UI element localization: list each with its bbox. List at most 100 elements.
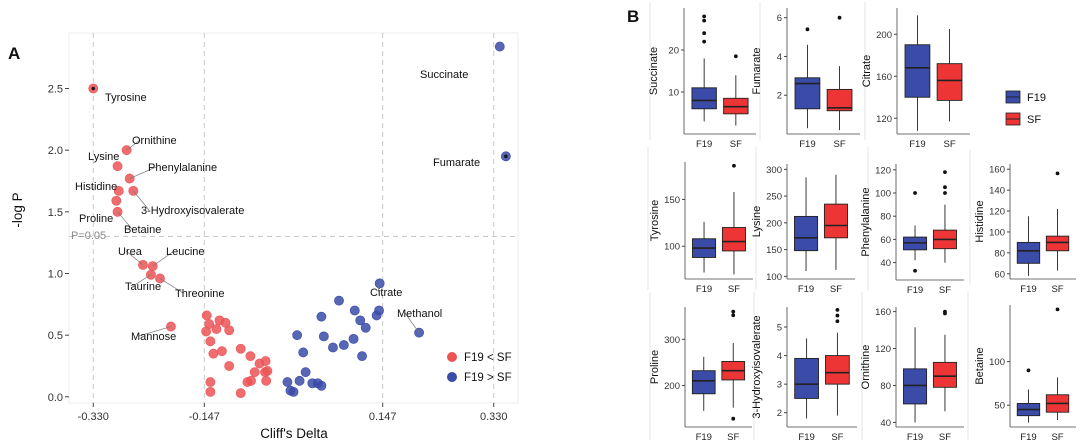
box-sf — [825, 355, 850, 385]
x-tick-label: SF — [833, 139, 845, 150]
label-leader — [126, 139, 141, 151]
y-axis-label: Succinate — [648, 47, 660, 95]
outlier-point — [805, 27, 810, 32]
y-tick-label: 40 — [880, 258, 891, 269]
box-f19 — [794, 215, 819, 252]
box-sf — [936, 63, 963, 101]
x-tick-label: SF — [730, 139, 742, 150]
x-tick-label: SF — [830, 284, 842, 295]
y-axis-label: Citrate — [861, 55, 873, 87]
data-point — [245, 351, 256, 362]
data-point — [205, 386, 216, 397]
y-tick-label: 40 — [880, 418, 891, 429]
boxplot-lysine: 100 150 200 250 300 Lysine F19 SF — [751, 164, 855, 295]
data-point — [294, 375, 305, 386]
point-label: Ornithine — [132, 135, 177, 147]
y-tick-label: 140 — [989, 186, 1005, 197]
y-tick-label: 200 — [876, 30, 892, 41]
point-succinate — [494, 41, 505, 52]
legend-label: F19 — [1027, 92, 1046, 104]
outlier-point — [913, 191, 917, 195]
y-tick-label: 150 — [766, 245, 782, 256]
y-tick-label: 200 — [766, 218, 782, 229]
box-f19 — [794, 77, 821, 110]
data-point — [205, 336, 216, 347]
data-point — [357, 351, 367, 362]
label-leader — [133, 190, 150, 211]
x-tick-label: F19 — [1020, 432, 1036, 443]
axes: -0.330 -0.147 0.147 0.330 0.0 0.5 1.0 1.5 2.0 2.5 — [48, 84, 508, 424]
data-point — [355, 315, 366, 326]
data-point — [298, 347, 309, 358]
y-tick-label: 80 — [880, 381, 891, 392]
point-label: Citrate — [370, 287, 402, 299]
data-point — [260, 367, 270, 378]
box-f19 — [904, 44, 931, 98]
y-tick-label: 100 — [875, 189, 891, 200]
y-tick-label: 100 — [989, 227, 1005, 238]
x-tick-label: 0.330 — [480, 411, 508, 423]
x-tick-label: F19 — [696, 284, 712, 295]
outlier-point — [835, 313, 840, 318]
y-tick-label: 160 — [875, 307, 891, 318]
label-leader — [117, 211, 133, 230]
x-tick-label: F19 — [907, 285, 923, 296]
data-point — [242, 377, 253, 387]
y-axis-label: Phenylalanine — [860, 187, 872, 256]
box-f19 — [1016, 241, 1041, 264]
y-tick-label: 4 — [777, 52, 782, 63]
x-tick-label: SF — [1051, 284, 1063, 295]
x-tick-label: SF — [831, 432, 843, 443]
y-tick-label: 100 — [766, 272, 782, 283]
threshold-label: P=0.05 — [71, 230, 106, 242]
y-tick-label: 150 — [664, 195, 680, 206]
point-label: Methanol — [397, 308, 442, 320]
panel-a-plot-area — [68, 32, 519, 404]
y-tick-label: 60 — [994, 269, 1005, 280]
x-tick-label: F19 — [1020, 284, 1036, 295]
boxplot-3-hydroxyisovalerate: 2 3 4 5 3-Hydroxyisovalerate F19 SF — [751, 307, 857, 443]
x-tick-label: F19 — [798, 284, 814, 295]
point-betaine — [112, 206, 123, 217]
y-tick-label: 0.0 — [48, 392, 63, 404]
legend: F19 SF — [1005, 90, 1046, 126]
x-tick-label: F19 — [696, 139, 712, 150]
data-point — [235, 388, 246, 399]
x-tick-label: -0.147 — [189, 411, 220, 423]
outlier-point — [835, 307, 840, 312]
data-point — [211, 324, 222, 334]
data-point — [334, 295, 344, 306]
y-tick-label: 4 — [777, 351, 782, 362]
outlier-point — [731, 416, 736, 421]
data-point — [224, 361, 235, 371]
x-tick-label: F19 — [696, 432, 712, 443]
y-tick-label: 100 — [664, 242, 680, 253]
point-histidine — [113, 185, 124, 196]
label-leader — [377, 283, 381, 293]
data-point — [348, 333, 359, 344]
y-axis-label: -log P — [10, 192, 25, 227]
legend-label: F19 < SF — [464, 352, 512, 364]
x-axis-label: Cliff's Delta — [260, 426, 328, 441]
x-tick-label: SF — [939, 432, 951, 443]
point-label: Betaine — [124, 224, 161, 236]
data-point — [208, 348, 219, 359]
point-label: Urea — [118, 246, 143, 258]
point-lysine — [112, 161, 123, 172]
y-tick-label: 50 — [994, 401, 1005, 412]
highlight-dot — [91, 86, 96, 91]
data-point — [374, 305, 384, 316]
data-point — [249, 367, 260, 378]
data-point — [318, 331, 329, 342]
data-point — [316, 380, 327, 391]
y-tick-label: 300 — [766, 165, 782, 176]
x-tick-label: F19 — [907, 432, 923, 443]
box-f19 — [691, 87, 717, 110]
panel-b-frames — [647, 2, 971, 440]
y-tick-label: 6 — [777, 13, 782, 24]
legend-swatch — [447, 372, 457, 382]
outlier-point — [837, 15, 842, 20]
panel-b-letter: B — [627, 7, 639, 26]
